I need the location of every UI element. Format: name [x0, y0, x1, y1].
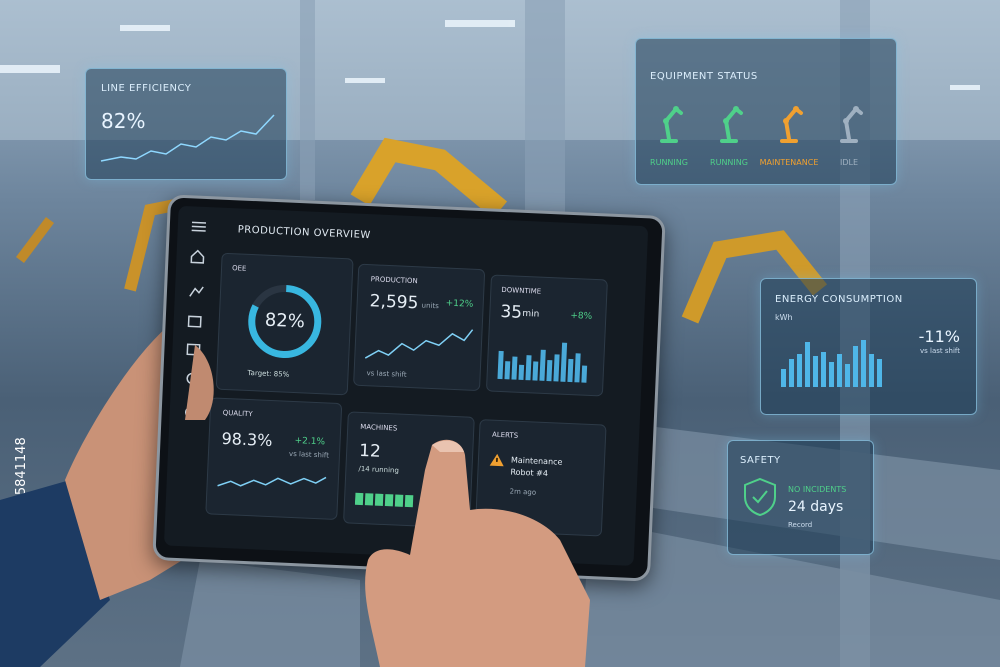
machines-bar [354, 492, 414, 508]
safety-status: NO INCIDENTS [788, 485, 847, 494]
oee-ring [248, 285, 322, 359]
production-sparkline [364, 329, 474, 359]
tablet-screen: PRODUCTION OVERVIEW OEE 82% Target: 85% … [163, 205, 649, 566]
efficiency-sparkline [100, 114, 275, 162]
panel-title: SAFETY [740, 455, 781, 466]
robot-icon [720, 106, 743, 143]
panel-title: ENERGY CONSUMPTION [775, 294, 903, 305]
downtime-bars [497, 342, 588, 383]
robot-icon [660, 106, 683, 143]
equipment-list: RUNNING RUNNING MAINTENANCE IDLE [636, 94, 896, 174]
energy-bars [781, 340, 882, 387]
machines-card: MACHINES 12 /14 running [343, 411, 475, 529]
safety-days: 24 days [788, 499, 844, 515]
efficiency-value: 82% [101, 109, 146, 133]
equipment-state: IDLE [839, 158, 859, 167]
panel-title: EQUIPMENT STATUS [650, 71, 758, 82]
equipment-state: MAINTENANCE [759, 158, 819, 167]
equipment-state: RUNNING [710, 158, 748, 167]
oee-card: OEE 82% Target: 85% [215, 252, 354, 396]
production-card: PRODUCTION 2,595 units +12% vs last shif… [353, 263, 486, 392]
equipment-status-panel: EQUIPMENT STATUS RUNNING RUNNING MAINTENAN… [635, 38, 897, 185]
quality-card: QUALITY 98.3% +2.1% vs last shift [205, 397, 343, 520]
safety-note: Record [788, 521, 813, 529]
shield-icon [744, 477, 776, 517]
warning-icon [489, 453, 504, 467]
energy-note: vs last shift [920, 347, 960, 355]
energy-unit: kWh [775, 313, 793, 322]
line-efficiency-panel: LINE EFFICIENCY 82% [85, 68, 287, 180]
robot-icon [780, 106, 803, 143]
panel-title: LINE EFFICIENCY [101, 83, 192, 94]
alerts-card: ALERTS Maintenance Robot #4 2m ago [474, 419, 607, 537]
equipment-state: RUNNING [650, 158, 688, 167]
energy-panel: ENERGY CONSUMPTION kWh -11% vs last shif… [760, 278, 977, 415]
robot-icon [840, 106, 863, 143]
tablet: PRODUCTION OVERVIEW OEE 82% Target: 85% … [152, 194, 666, 582]
energy-change: -11% [918, 327, 960, 346]
safety-panel: SAFETY NO INCIDENTS 24 days Record [727, 440, 874, 555]
quality-sparkline [217, 476, 327, 487]
downtime-card: DOWNTIME 35 min +8% [485, 274, 608, 397]
